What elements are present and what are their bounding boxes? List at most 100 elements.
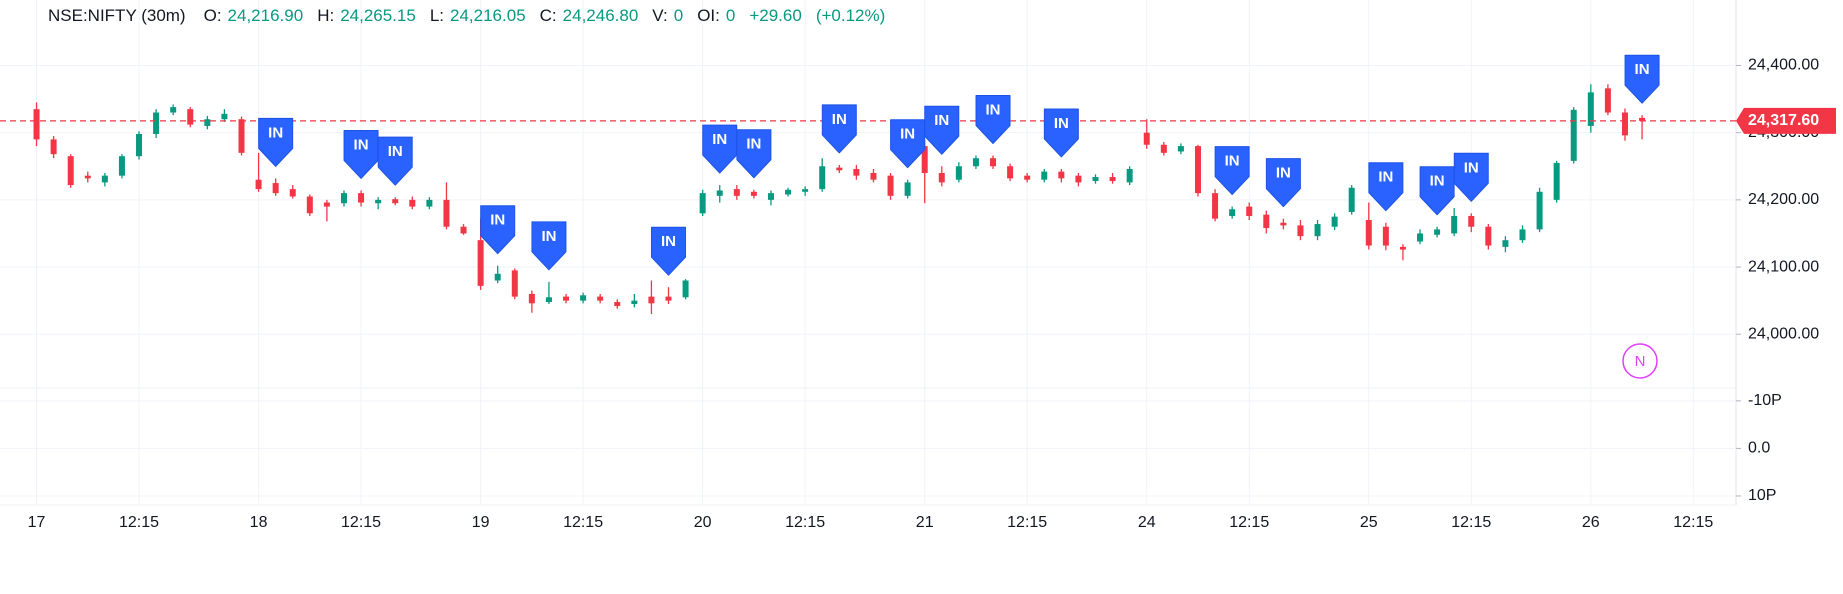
y2-tick-label: 0.0 bbox=[1748, 440, 1770, 457]
x-tick-label: 12:15 bbox=[785, 514, 825, 531]
signal-flag: IN bbox=[821, 104, 857, 154]
x-tick-label: 12:15 bbox=[1673, 514, 1713, 531]
legend-value: 24,265.15 bbox=[340, 6, 416, 25]
candle-body bbox=[426, 199, 433, 207]
candle-body bbox=[938, 172, 945, 183]
signal-shape bbox=[651, 226, 686, 276]
candle-body bbox=[631, 300, 638, 305]
signal-label: IN bbox=[1430, 173, 1445, 190]
signal-shape bbox=[1214, 146, 1250, 196]
signal-shape bbox=[702, 124, 738, 174]
x-tick-label: 12:15 bbox=[1229, 514, 1269, 531]
x-tick-label: 12:15 bbox=[119, 514, 159, 531]
signal-label: IN bbox=[934, 112, 949, 129]
candle-body bbox=[597, 296, 604, 301]
candle-body bbox=[1348, 187, 1355, 212]
signal-flag: IN bbox=[736, 129, 772, 179]
candle-body bbox=[767, 193, 774, 200]
signal-flag: IN bbox=[975, 95, 1011, 145]
candle-body bbox=[1382, 226, 1389, 246]
signal-shape bbox=[343, 129, 379, 179]
x-tick-label: 12:15 bbox=[1007, 514, 1047, 531]
signal-shape bbox=[975, 95, 1011, 145]
signal-flag: IN bbox=[1419, 166, 1455, 216]
signal-label: IN bbox=[986, 101, 1001, 118]
candle-body bbox=[50, 139, 57, 155]
candle-body bbox=[1280, 222, 1287, 226]
candle-body bbox=[375, 199, 382, 204]
candle-body bbox=[990, 158, 997, 167]
badge-circle bbox=[1622, 343, 1658, 379]
legend-value: 24,216.05 bbox=[450, 6, 526, 25]
legend-key: L: bbox=[429, 6, 445, 25]
candle-body bbox=[699, 193, 706, 214]
candle-body bbox=[1212, 193, 1219, 219]
candle-body bbox=[870, 172, 877, 180]
candle-body bbox=[545, 297, 552, 302]
signal-label: IN bbox=[354, 136, 369, 153]
candle-body bbox=[785, 189, 792, 195]
signal-shape bbox=[531, 221, 567, 271]
candle-body bbox=[665, 296, 672, 301]
signal-label: IN bbox=[268, 124, 283, 141]
candle-body bbox=[272, 183, 279, 194]
candle-body bbox=[1519, 229, 1526, 241]
y-tick-label: 24,400.00 bbox=[1748, 57, 1819, 74]
signal-shape bbox=[1368, 162, 1404, 212]
symbol: NSE:NIFTY (30m) bbox=[48, 6, 186, 25]
y-tick-label: 24,000.00 bbox=[1748, 325, 1819, 342]
candle-body bbox=[1604, 88, 1611, 113]
candle-body bbox=[1075, 175, 1082, 183]
candle-body bbox=[955, 166, 962, 180]
candle-body bbox=[1246, 206, 1253, 216]
candle-body bbox=[836, 167, 843, 171]
candle-body bbox=[494, 273, 501, 281]
signal-label: IN bbox=[1464, 159, 1479, 176]
candle-body bbox=[1570, 109, 1577, 161]
signal-label: IN bbox=[746, 136, 761, 153]
candle-body bbox=[187, 109, 194, 125]
signal-flag: IN bbox=[343, 129, 379, 179]
x-tick-label: 21 bbox=[916, 514, 934, 531]
candle-body bbox=[1229, 209, 1236, 216]
candle-body bbox=[682, 280, 689, 298]
legend-key: V: bbox=[652, 6, 668, 25]
signal-label: IN bbox=[1225, 153, 1240, 170]
candle-body bbox=[1331, 216, 1338, 227]
candle-body bbox=[904, 182, 911, 196]
signal-shape bbox=[924, 105, 960, 155]
candle-body bbox=[118, 156, 125, 176]
candle-body bbox=[289, 189, 296, 197]
signal-shape bbox=[1043, 108, 1079, 158]
signal-flag: IN bbox=[1043, 108, 1079, 158]
candle-body bbox=[238, 119, 245, 153]
legend-key: C: bbox=[539, 6, 557, 25]
y2-tick-label: -10P bbox=[1748, 392, 1782, 409]
signal-shape bbox=[890, 119, 926, 169]
candle-body bbox=[1177, 146, 1184, 152]
signal-label: IN bbox=[832, 111, 847, 128]
x-tick-label: 19 bbox=[472, 514, 490, 531]
candle-body bbox=[204, 119, 211, 126]
signal-flag: IN bbox=[1453, 152, 1489, 202]
signal-label: IN bbox=[1378, 169, 1393, 186]
last-price-label: 24,317.60 bbox=[1748, 112, 1819, 129]
signal-flag: IN bbox=[377, 136, 413, 186]
legend-key: H: bbox=[317, 6, 335, 25]
signal-shape bbox=[480, 205, 516, 255]
signal-shape bbox=[258, 117, 294, 167]
signal-flag: IN bbox=[890, 119, 926, 169]
signal-label: IN bbox=[712, 131, 727, 148]
signal-flag: IN bbox=[1368, 162, 1404, 212]
candle-body bbox=[460, 226, 467, 234]
candle-body bbox=[1553, 162, 1560, 200]
x-tick-label: 12:15 bbox=[563, 514, 603, 531]
x-tick-label: 24 bbox=[1138, 514, 1156, 531]
candle-body bbox=[1587, 92, 1594, 126]
candle-body bbox=[1434, 229, 1441, 235]
candle-body bbox=[1092, 177, 1099, 182]
candle-body bbox=[819, 166, 826, 190]
candle-body bbox=[323, 202, 330, 207]
